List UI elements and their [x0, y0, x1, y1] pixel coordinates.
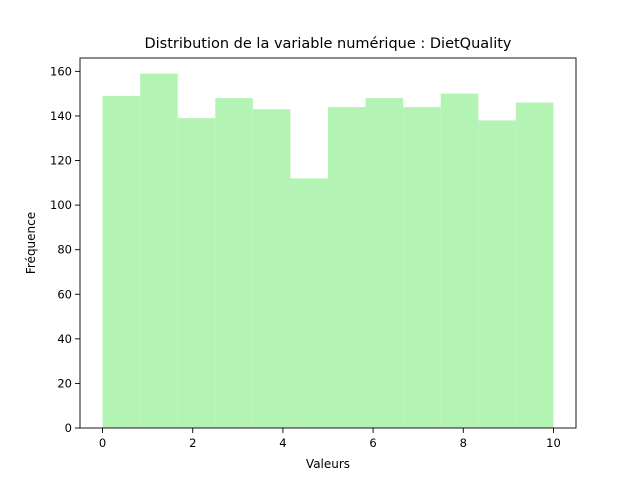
histogram-bar: [440, 93, 479, 428]
histogram-bar: [215, 98, 253, 428]
x-tick-label: 8: [460, 436, 467, 450]
y-tick-label: 160: [50, 64, 72, 78]
x-axis-ticks: 0 2 4 6 8 10: [99, 428, 561, 450]
histogram-bar: [102, 95, 141, 428]
y-axis-label: Fréquence: [24, 212, 38, 274]
y-tick-label: 120: [50, 154, 72, 168]
x-tick-label: 4: [279, 436, 286, 450]
histogram-bar: [328, 107, 366, 429]
bars-group: [102, 73, 554, 429]
histogram-bar: [252, 109, 291, 428]
histogram-bar: [177, 118, 216, 428]
histogram-bar: [365, 98, 404, 428]
y-tick-label: 20: [57, 376, 72, 390]
x-axis-label: Valeurs: [306, 457, 350, 471]
y-axis-ticks: 0 20 40 60 80 100 120 140 160: [50, 64, 80, 435]
y-tick-label: 0: [65, 421, 72, 435]
x-tick-label: 6: [369, 436, 376, 450]
chart-title: Distribution de la variable numérique : …: [144, 36, 511, 52]
histogram-bar: [478, 120, 516, 428]
histogram-bar: [403, 107, 441, 429]
histogram-bar: [140, 73, 178, 428]
x-tick-label: 0: [99, 436, 106, 450]
plot-frame: [79, 57, 577, 429]
histogram-bar: [290, 178, 328, 428]
y-tick-label: 140: [50, 109, 72, 123]
histogram-bar: [515, 102, 554, 429]
y-tick-label: 60: [57, 287, 72, 301]
y-tick-label: 80: [57, 243, 72, 257]
x-tick-label: 2: [189, 436, 196, 450]
y-tick-label: 100: [50, 198, 72, 212]
x-tick-label: 10: [546, 436, 561, 450]
y-tick-label: 40: [57, 332, 72, 346]
